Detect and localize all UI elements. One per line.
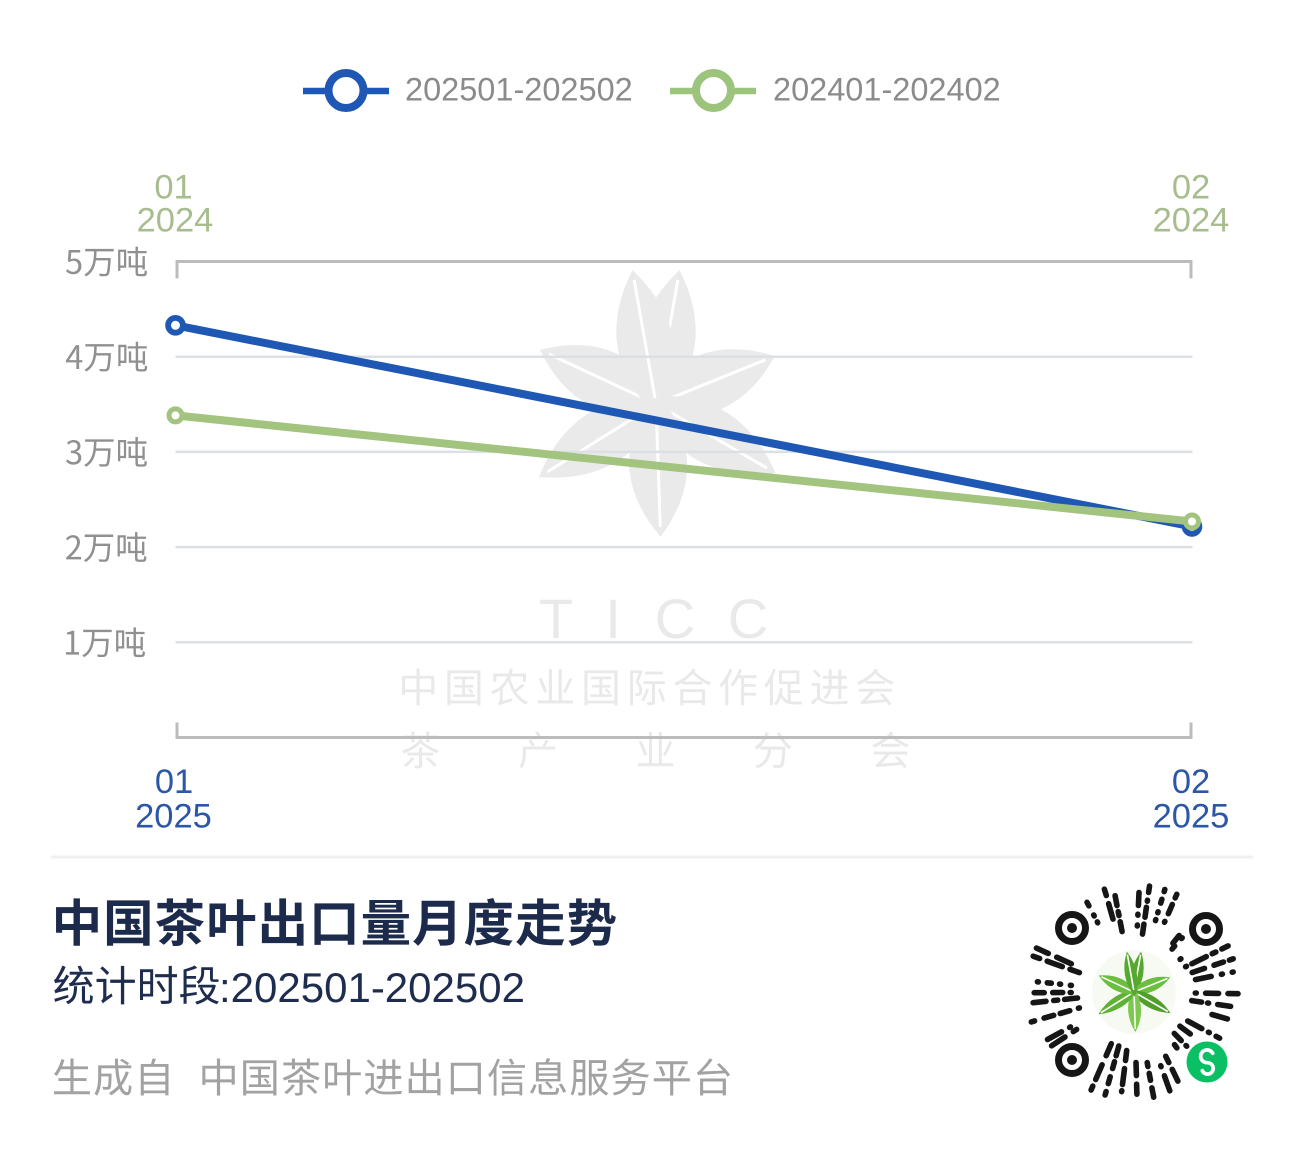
svg-text::202501-202502: :202501-202502 [219,964,525,1011]
